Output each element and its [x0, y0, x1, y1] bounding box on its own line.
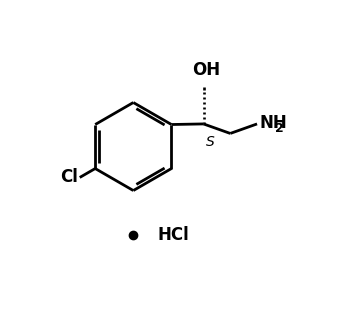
Text: HCl: HCl — [157, 226, 189, 243]
Text: OH: OH — [192, 61, 220, 79]
Text: 2: 2 — [275, 122, 284, 135]
Text: S: S — [206, 135, 215, 149]
Text: Cl: Cl — [60, 168, 78, 186]
Text: NH: NH — [259, 114, 287, 132]
